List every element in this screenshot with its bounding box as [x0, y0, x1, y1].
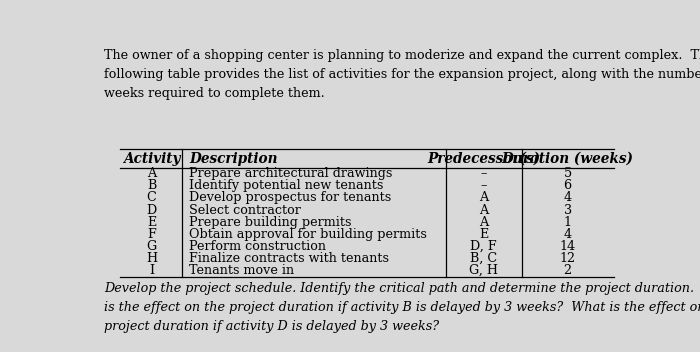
Text: 6: 6 [564, 180, 572, 193]
Text: Develop the project schedule. Identify the critical path and determine the proje: Develop the project schedule. Identify t… [104, 282, 700, 333]
Text: D: D [146, 203, 157, 216]
Text: Duration (weeks): Duration (weeks) [502, 151, 634, 165]
Text: G: G [146, 240, 157, 253]
Text: 14: 14 [559, 240, 575, 253]
Text: –: – [480, 180, 486, 193]
Text: C: C [146, 191, 156, 205]
Text: 4: 4 [564, 191, 572, 205]
Text: G, H: G, H [469, 264, 498, 277]
Text: –: – [480, 167, 486, 180]
Text: A: A [479, 191, 488, 205]
Text: H: H [146, 252, 157, 265]
Text: Develop prospectus for tenants: Develop prospectus for tenants [189, 191, 391, 205]
Text: B, C: B, C [470, 252, 497, 265]
Text: B: B [147, 180, 156, 193]
Text: 3: 3 [564, 203, 572, 216]
Text: 12: 12 [559, 252, 575, 265]
Text: A: A [147, 167, 156, 180]
Text: A: A [479, 203, 488, 216]
Text: Finalize contracts with tenants: Finalize contracts with tenants [189, 252, 389, 265]
Text: Prepare building permits: Prepare building permits [189, 216, 351, 229]
Text: 2: 2 [564, 264, 572, 277]
Text: 1: 1 [564, 216, 572, 229]
Text: Identify potential new tenants: Identify potential new tenants [189, 180, 384, 193]
Text: A: A [479, 216, 488, 229]
Text: E: E [479, 228, 488, 241]
Text: The owner of a shopping center is planning to moderize and expand the current co: The owner of a shopping center is planni… [104, 49, 700, 100]
Text: Activity: Activity [122, 151, 180, 165]
Text: 4: 4 [564, 228, 572, 241]
Text: Select contractor: Select contractor [189, 203, 301, 216]
Text: Predecessor(s): Predecessor(s) [427, 151, 540, 165]
Text: Obtain approval for building permits: Obtain approval for building permits [189, 228, 427, 241]
Text: Prepare architectural drawings: Prepare architectural drawings [189, 167, 392, 180]
Text: E: E [147, 216, 156, 229]
Text: D, F: D, F [470, 240, 497, 253]
Text: Description: Description [189, 151, 277, 165]
Text: Tenants move in: Tenants move in [189, 264, 294, 277]
Text: I: I [149, 264, 154, 277]
Text: F: F [147, 228, 156, 241]
Text: 5: 5 [564, 167, 572, 180]
Text: Perform construction: Perform construction [189, 240, 326, 253]
